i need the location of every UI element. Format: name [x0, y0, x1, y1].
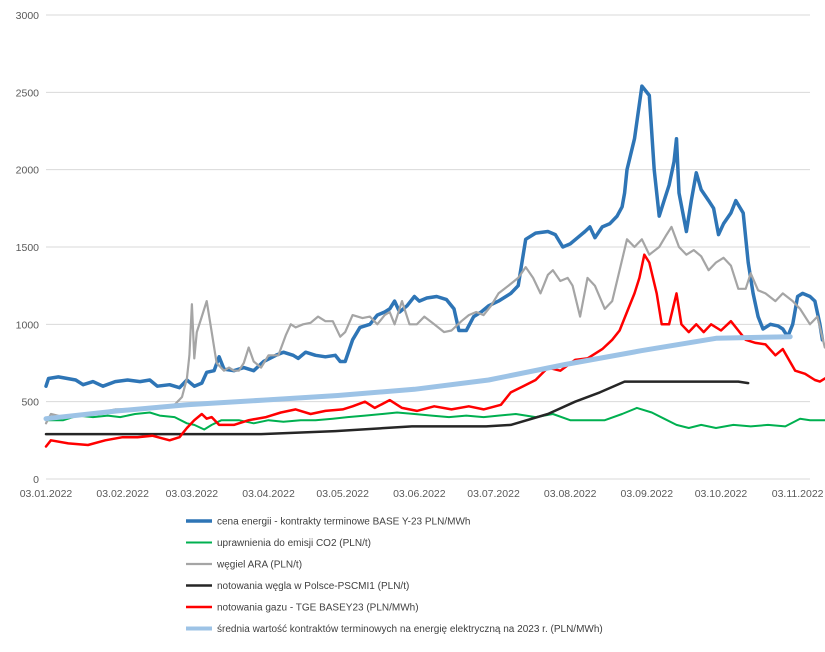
legend-label-0: cena energii - kontrakty terminowe BASE … — [217, 517, 470, 528]
x-tick-label: 03.06.2022 — [393, 488, 446, 500]
x-tick-label: 03.08.2022 — [544, 488, 597, 500]
y-tick-label: 1500 — [16, 242, 40, 254]
x-tick-label: 03.01.2022 — [20, 488, 73, 500]
series-line-3 — [44, 380, 750, 436]
series-line-2 — [44, 225, 825, 425]
legend-label-1: uprawnienia do emisji CO2 (PLN/t) — [217, 538, 371, 549]
series-line-4 — [44, 253, 825, 448]
x-tick-label: 03.02.2022 — [96, 488, 149, 500]
y-tick-label: 2000 — [16, 165, 40, 177]
y-tick-label: 500 — [21, 397, 39, 409]
series-line-1 — [45, 406, 825, 431]
x-tick-label: 03.07.2022 — [467, 488, 520, 500]
series-lines — [43, 84, 825, 448]
gridlines — [46, 14, 810, 403]
x-tick-label: 03.03.2022 — [166, 488, 219, 500]
x-tick-label: 03.09.2022 — [621, 488, 674, 500]
x-axis-ticks: 03.01.2022 03.02.2022 03.03.2022 03.04.2022… — [20, 488, 824, 500]
x-tick-label: 03.04.2022 — [242, 488, 295, 500]
series-line-5 — [43, 334, 793, 422]
y-tick-label: 1000 — [16, 319, 40, 331]
y-axis-ticks: 0 500 1000 1500 2000 2500 3000 — [16, 10, 40, 486]
y-tick-label: 0 — [33, 474, 39, 486]
legend-label-3: notowania węgla w Polsce-PSCMI1 (PLN/t) — [217, 581, 409, 592]
legend-label-4: notowania gazu - TGE BASEY23 (PLN/MWh) — [217, 603, 419, 614]
x-tick-label: 03.05.2022 — [316, 488, 369, 500]
y-tick-label: 3000 — [16, 10, 40, 22]
x-tick-label: 03.11.2022 — [772, 488, 824, 500]
y-tick-label: 2500 — [16, 87, 40, 99]
legend: cena energii - kontrakty terminowe BASE … — [186, 517, 603, 635]
x-tick-label: 03.10.2022 — [695, 488, 748, 500]
legend-label-2: węgiel ARA (PLN/t) — [216, 560, 302, 571]
legend-label-5: średnia wartość kontraktów terminowych n… — [217, 624, 603, 635]
